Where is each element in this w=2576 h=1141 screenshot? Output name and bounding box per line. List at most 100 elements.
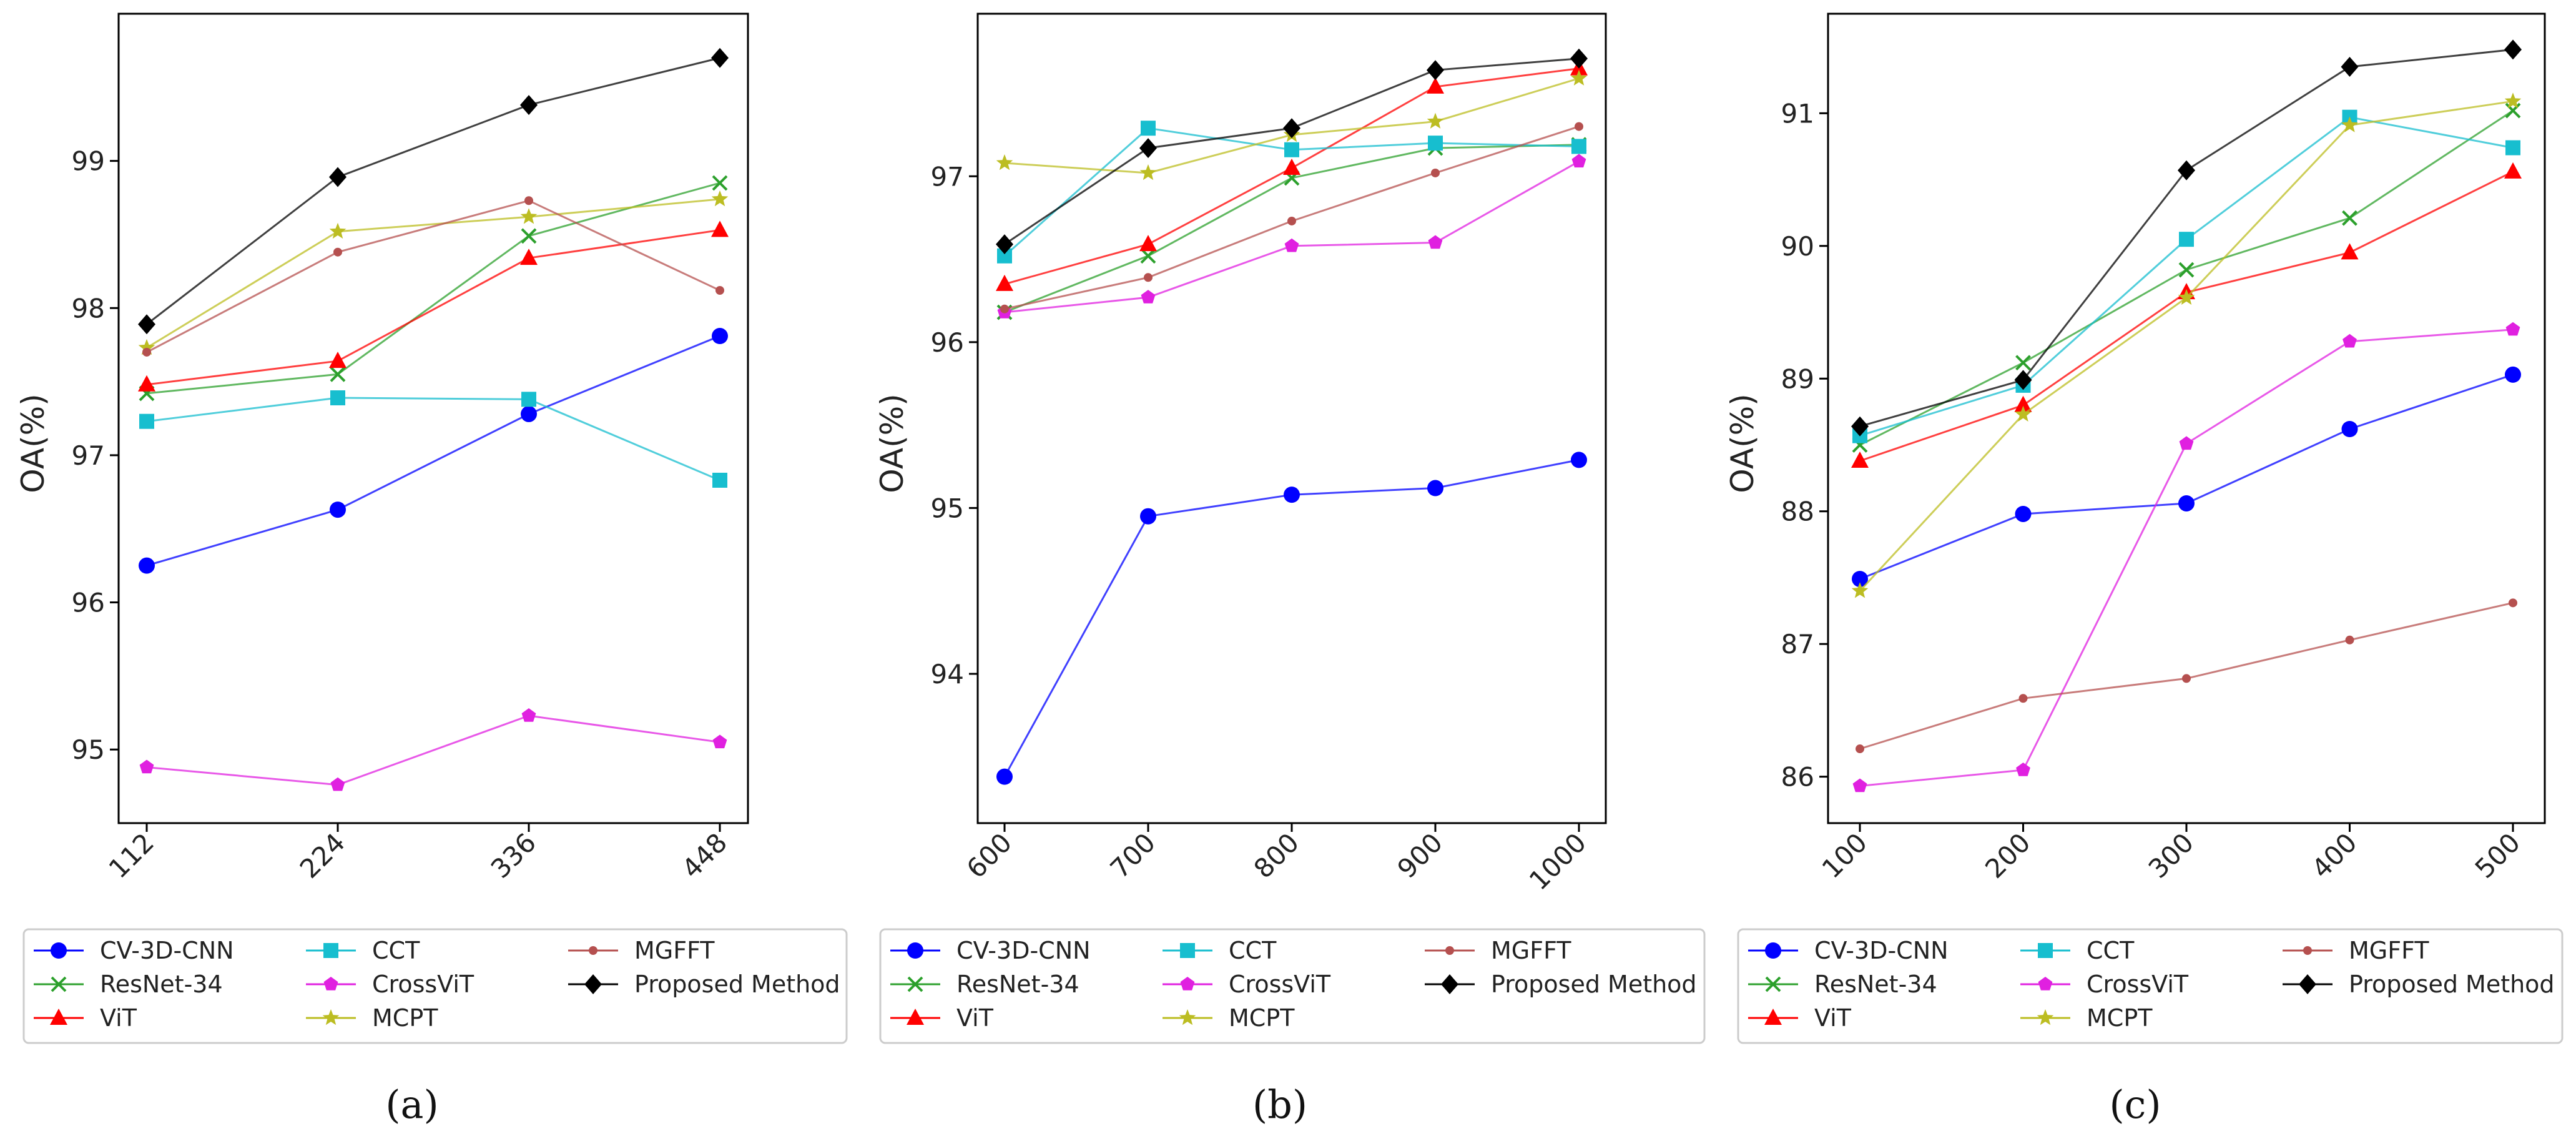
legend-label: CrossViT [372,971,474,998]
legend: CV-3D-CNN ResNet-34 ViT CCT CrossViT MCPT MGFF… [879,928,1706,1044]
legend-swatch-marker [907,976,923,992]
y-tick-label: 86 [1781,762,1814,793]
legend-swatch-marker [1764,1009,1782,1025]
legend-label: CCT [2087,937,2135,964]
y-tick-label: 87 [1781,629,1814,659]
data-point [521,392,536,407]
data-point [1141,290,1156,304]
series-cv-3d-cnn [996,452,1587,785]
series-cv-3d-cnn [139,328,728,574]
legend-swatch-marker [323,943,338,958]
series-vit [996,59,1588,291]
legend-item: CV-3D-CNN [34,937,234,964]
x-tick-label: 336 [485,827,542,884]
legend-label: ViT [1814,1004,1852,1032]
data-point [1140,508,1156,525]
series-vit [138,220,729,392]
legend-item: MCPT [2020,1004,2153,1032]
data-point [524,196,533,205]
plot-frame [1827,12,2546,824]
data-point [1570,48,1588,69]
x-tick-label: 200 [1979,827,2036,884]
data-point [712,734,727,749]
data-point [1139,235,1157,252]
y-axis-label: OA(%) [874,393,910,493]
legend-label: MGFFT [1491,937,1571,964]
data-point [1852,778,1867,793]
legend-item: CrossViT [1163,971,1331,998]
panel-caption: (a) [385,1082,438,1127]
legend-swatch-marker [2038,977,2053,990]
legend-item: MCPT [306,1004,438,1032]
data-point [1575,122,1583,131]
series-proposed-method [138,47,729,335]
data-point [333,247,342,257]
data-point [330,390,345,406]
series-line [146,199,720,353]
data-point [520,95,538,116]
legend: CV-3D-CNN ResNet-34 ViT CCT CrossViT MCPT MGFF… [1737,928,2564,1044]
legend-label: MGFFT [2349,937,2429,964]
data-point [1428,136,1443,151]
data-point [2341,420,2358,437]
series-line [1859,170,2514,462]
legend-swatch-marker [1445,946,1454,955]
data-point [1427,77,1444,94]
series-proposed-method [996,48,1588,255]
data-point [138,375,155,392]
x-tick-label: 600 [961,827,1018,884]
series-crossvit [997,154,1586,319]
y-axis-label: OA(%) [1724,393,1761,493]
series-resnet-34 [139,175,728,402]
y-tick-label: 96 [931,327,964,358]
legend-item: ViT [890,1004,994,1032]
legend-item: CCT [2020,937,2135,964]
data-point [139,413,154,429]
y-axis-label: OA(%) [15,393,51,493]
legend-item: CCT [1163,937,1277,964]
y-tick-label: 97 [931,161,964,192]
x-tick-label: 900 [1392,827,1448,884]
legend-item: CCT [306,937,420,964]
legend-label: CrossViT [1229,971,1331,998]
series-mcpt [1851,92,2522,598]
series-line [146,182,720,395]
data-point [2178,495,2195,511]
data-point [2015,505,2032,522]
data-point [1283,158,1300,175]
data-point [520,249,538,265]
series-resnet-34 [1852,102,2521,453]
data-point [2504,92,2522,109]
x-tick-label: 1000 [1523,827,1592,896]
legend-label: ResNet-34 [1814,971,1937,998]
legend-label: ResNet-34 [956,971,1079,998]
y-tick-label: 97 [72,440,105,471]
data-point [2341,56,2359,77]
legend-label: CV-3D-CNN [1814,937,1949,964]
series-mgfft [1856,598,2517,754]
data-point [1141,121,1156,136]
series-proposed-method [1851,39,2522,437]
legend-swatch-marker [907,1009,924,1025]
data-point [2505,366,2521,383]
legend-item: CrossViT [306,971,474,998]
legend-label: Proposed Method [2349,971,2555,998]
data-point [521,708,536,722]
legend-label: ResNet-34 [100,971,223,998]
series-line [1003,458,1580,778]
data-point [329,352,347,368]
data-point [2178,289,2195,305]
legend-box [1737,928,2564,1044]
legend-label: MCPT [2087,1004,2153,1032]
data-point [2016,763,2030,776]
y-tick-label: 98 [72,293,105,324]
data-point [996,154,1013,170]
data-point [2341,243,2359,260]
legend-swatch-marker [1180,943,1195,958]
legend-item: Proposed Method [568,971,840,998]
legend-label: Proposed Method [634,971,840,998]
data-point [138,314,155,335]
legend-swatch-marker [2303,946,2312,955]
legend-swatch-marker [584,974,602,994]
data-point [329,167,347,187]
